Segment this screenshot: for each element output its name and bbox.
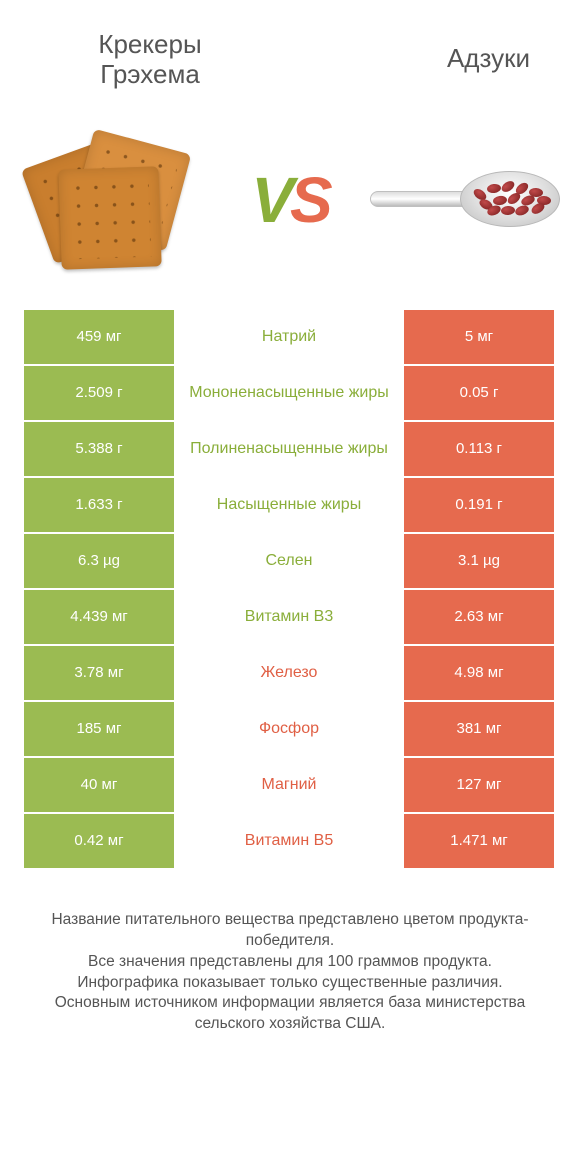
footnote: Название питательного вещества представл… [0,870,580,1056]
footnote-line: Основным источником информации является … [30,993,550,1035]
vs-badge: VS [251,163,328,237]
footnote-line: Инфографика показывает только существенн… [30,973,550,994]
table-row: 1.633 гНасыщенные жиры0.191 г [24,478,556,534]
value-right: 4.98 мг [404,646,554,700]
table-row: 4.439 мгВитамин B32.63 мг [24,590,556,646]
value-right: 3.1 µg [404,534,554,588]
value-right: 1.471 мг [404,814,554,868]
nutrient-label: Насыщенные жиры [174,478,404,532]
product-image-right [370,130,560,270]
nutrient-label: Железо [174,646,404,700]
value-left: 3.78 мг [24,646,174,700]
hero-row: VS [0,100,580,310]
nutrient-label: Магний [174,758,404,812]
product-title-left: Крекеры Грэхема [50,30,250,90]
nutrient-label: Мононенасыщенные жиры [174,366,404,420]
table-row: 185 мгФосфор381 мг [24,702,556,758]
value-right: 0.113 г [404,422,554,476]
value-right: 0.05 г [404,366,554,420]
table-row: 459 мгНатрий5 мг [24,310,556,366]
cracker-icon [35,140,195,260]
value-right: 2.63 мг [404,590,554,644]
nutrient-label: Селен [174,534,404,588]
product-title-right: Адзуки [330,30,530,74]
table-row: 40 мгМагний127 мг [24,758,556,814]
value-left: 2.509 г [24,366,174,420]
table-row: 2.509 гМононенасыщенные жиры0.05 г [24,366,556,422]
table-row: 6.3 µgСелен3.1 µg [24,534,556,590]
table-row: 3.78 мгЖелезо4.98 мг [24,646,556,702]
value-left: 5.388 г [24,422,174,476]
value-left: 6.3 µg [24,534,174,588]
nutrient-label: Витамин B5 [174,814,404,868]
nutrient-label: Фосфор [174,702,404,756]
vs-s-letter: S [290,163,329,237]
value-left: 4.439 мг [24,590,174,644]
nutrient-label: Полиненасыщенные жиры [174,422,404,476]
product-image-left [20,130,210,270]
table-row: 0.42 мгВитамин B51.471 мг [24,814,556,870]
value-left: 459 мг [24,310,174,364]
footnote-line: Название питательного вещества представл… [30,910,550,952]
value-right: 127 мг [404,758,554,812]
value-right: 381 мг [404,702,554,756]
nutrient-label: Витамин B3 [174,590,404,644]
nutrient-label: Натрий [174,310,404,364]
value-left: 185 мг [24,702,174,756]
value-left: 1.633 г [24,478,174,532]
spoon-icon [370,165,560,235]
value-left: 0.42 мг [24,814,174,868]
footnote-line: Все значения представлены для 100 граммо… [30,952,550,973]
comparison-table: 459 мгНатрий5 мг2.509 гМононенасыщенные … [24,310,556,870]
header: Крекеры Грэхема Адзуки [0,0,580,100]
value-right: 5 мг [404,310,554,364]
value-left: 40 мг [24,758,174,812]
value-right: 0.191 г [404,478,554,532]
table-row: 5.388 гПолиненасыщенные жиры0.113 г [24,422,556,478]
vs-v-letter: V [251,163,290,237]
